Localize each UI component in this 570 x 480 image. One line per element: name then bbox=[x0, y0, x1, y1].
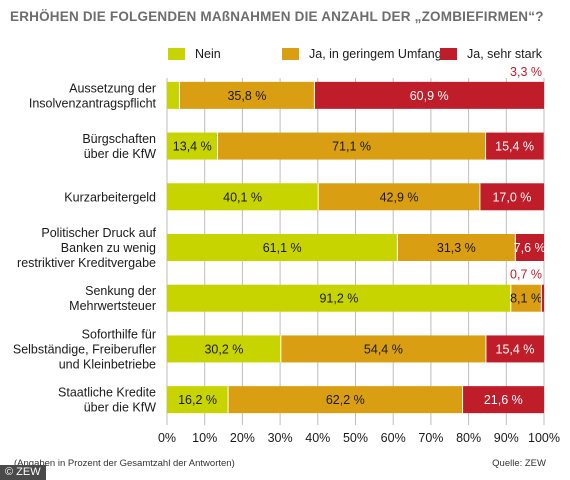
x-tick-label: 20% bbox=[230, 431, 255, 445]
data-label: 42,9 % bbox=[380, 190, 419, 204]
bar-segment-nein bbox=[167, 81, 180, 109]
bar-segment-nein bbox=[167, 234, 398, 261]
bar-segment-gering bbox=[179, 81, 315, 109]
category-label: Politischer Druck auf Banken zu wenig rest… bbox=[17, 226, 156, 270]
category-label: Senkung der Mehrwertsteuer bbox=[69, 284, 156, 313]
x-tick-label: 70% bbox=[418, 431, 443, 445]
x-tick-label: 100% bbox=[528, 431, 560, 445]
x-tick-label: 0% bbox=[158, 431, 176, 445]
x-tick-label: 50% bbox=[343, 431, 368, 445]
data-label: 8,1 % bbox=[510, 292, 542, 306]
data-label: 71,1 % bbox=[332, 140, 371, 154]
x-tick-label: 40% bbox=[305, 431, 330, 445]
data-label: 91,2 % bbox=[319, 292, 358, 306]
data-label: 7,6 % bbox=[514, 241, 546, 255]
legend-label-stark: Ja, sehr stark bbox=[467, 47, 543, 61]
bar-segment-stark bbox=[485, 335, 544, 363]
legend-label-nein: Nein bbox=[195, 47, 221, 61]
data-label: 16,2 % bbox=[178, 393, 217, 407]
bar-segment-gering bbox=[318, 183, 480, 211]
data-label: 3,3 % bbox=[510, 65, 542, 79]
data-label: 30,2 % bbox=[204, 342, 243, 356]
data-label: 35,8 % bbox=[227, 89, 266, 103]
bar-segment-stark bbox=[515, 234, 544, 261]
data-label: 13,4 % bbox=[173, 140, 212, 154]
data-label: 61,1 % bbox=[263, 241, 302, 255]
data-label: 0,7 % bbox=[510, 268, 542, 282]
bar-segment-gering bbox=[510, 284, 542, 312]
data-label: 15,4 % bbox=[496, 342, 535, 356]
data-label: 31,3 % bbox=[437, 241, 476, 255]
legend-item-stark: Ja, sehr stark bbox=[440, 47, 542, 61]
bar-segment-gering bbox=[228, 386, 463, 414]
bar-segment-gering bbox=[280, 335, 486, 363]
bar-segment-nein bbox=[167, 386, 229, 414]
x-tick-label: 10% bbox=[192, 431, 217, 445]
bar-segment-gering bbox=[217, 132, 486, 160]
copyright-badge: © ZEW bbox=[0, 465, 46, 480]
legend-swatch-nein bbox=[168, 48, 185, 60]
category-label: Soforthilfe für Selbständige, Freiberufle… bbox=[13, 327, 156, 371]
bar-segment-stark bbox=[479, 183, 544, 211]
source-note: Quelle: ZEW bbox=[492, 458, 546, 469]
legend-label-gering: Ja, in geringem Umfang bbox=[309, 47, 442, 61]
bar-segment-nein bbox=[167, 132, 218, 160]
category-label: Aussetzung der Insolvenzantragspflicht bbox=[29, 81, 157, 110]
category-label: Bürgschaften über die KfW bbox=[82, 132, 156, 161]
data-label: 62,2 % bbox=[326, 393, 365, 407]
bar-segment-nein bbox=[167, 335, 281, 363]
footnote: (Angaben in Prozent der Gesamtzahl der A… bbox=[14, 458, 235, 469]
bar-segment-stark bbox=[485, 132, 544, 160]
bar-segment-nein bbox=[167, 284, 511, 312]
x-tick-label: 80% bbox=[456, 431, 481, 445]
legend: Nein Ja, in geringem Umfang Ja, sehr sta… bbox=[0, 47, 570, 63]
data-label: 60,9 % bbox=[410, 89, 449, 103]
legend-swatch-stark bbox=[440, 48, 457, 60]
bar-segment-stark bbox=[541, 284, 544, 312]
bar-segment-stark bbox=[314, 81, 544, 109]
category-label: Staatliche Kredite über die KfW bbox=[58, 386, 156, 415]
bar-segment-nein bbox=[167, 183, 319, 211]
x-tick-label: 90% bbox=[494, 431, 519, 445]
bar-segment-stark bbox=[462, 386, 544, 414]
chart-title: ERHÖHEN DIE FOLGENDEN MAßNAHMEN DIE ANZA… bbox=[10, 9, 544, 24]
data-label: 21,6 % bbox=[484, 393, 523, 407]
data-label: 17,0 % bbox=[492, 190, 531, 204]
category-label: Kurzarbeitergeld bbox=[64, 190, 156, 204]
bar-segment-gering bbox=[397, 234, 516, 261]
x-tick-label: 60% bbox=[381, 431, 406, 445]
data-label: 15,4 % bbox=[495, 140, 534, 154]
legend-item-nein: Nein bbox=[168, 47, 221, 61]
x-tick-label: 30% bbox=[268, 431, 293, 445]
legend-item-gering: Ja, in geringem Umfang bbox=[282, 47, 442, 61]
data-label: 54,4 % bbox=[364, 342, 403, 356]
legend-swatch-gering bbox=[282, 48, 299, 60]
data-label: 40,1 % bbox=[223, 190, 262, 204]
